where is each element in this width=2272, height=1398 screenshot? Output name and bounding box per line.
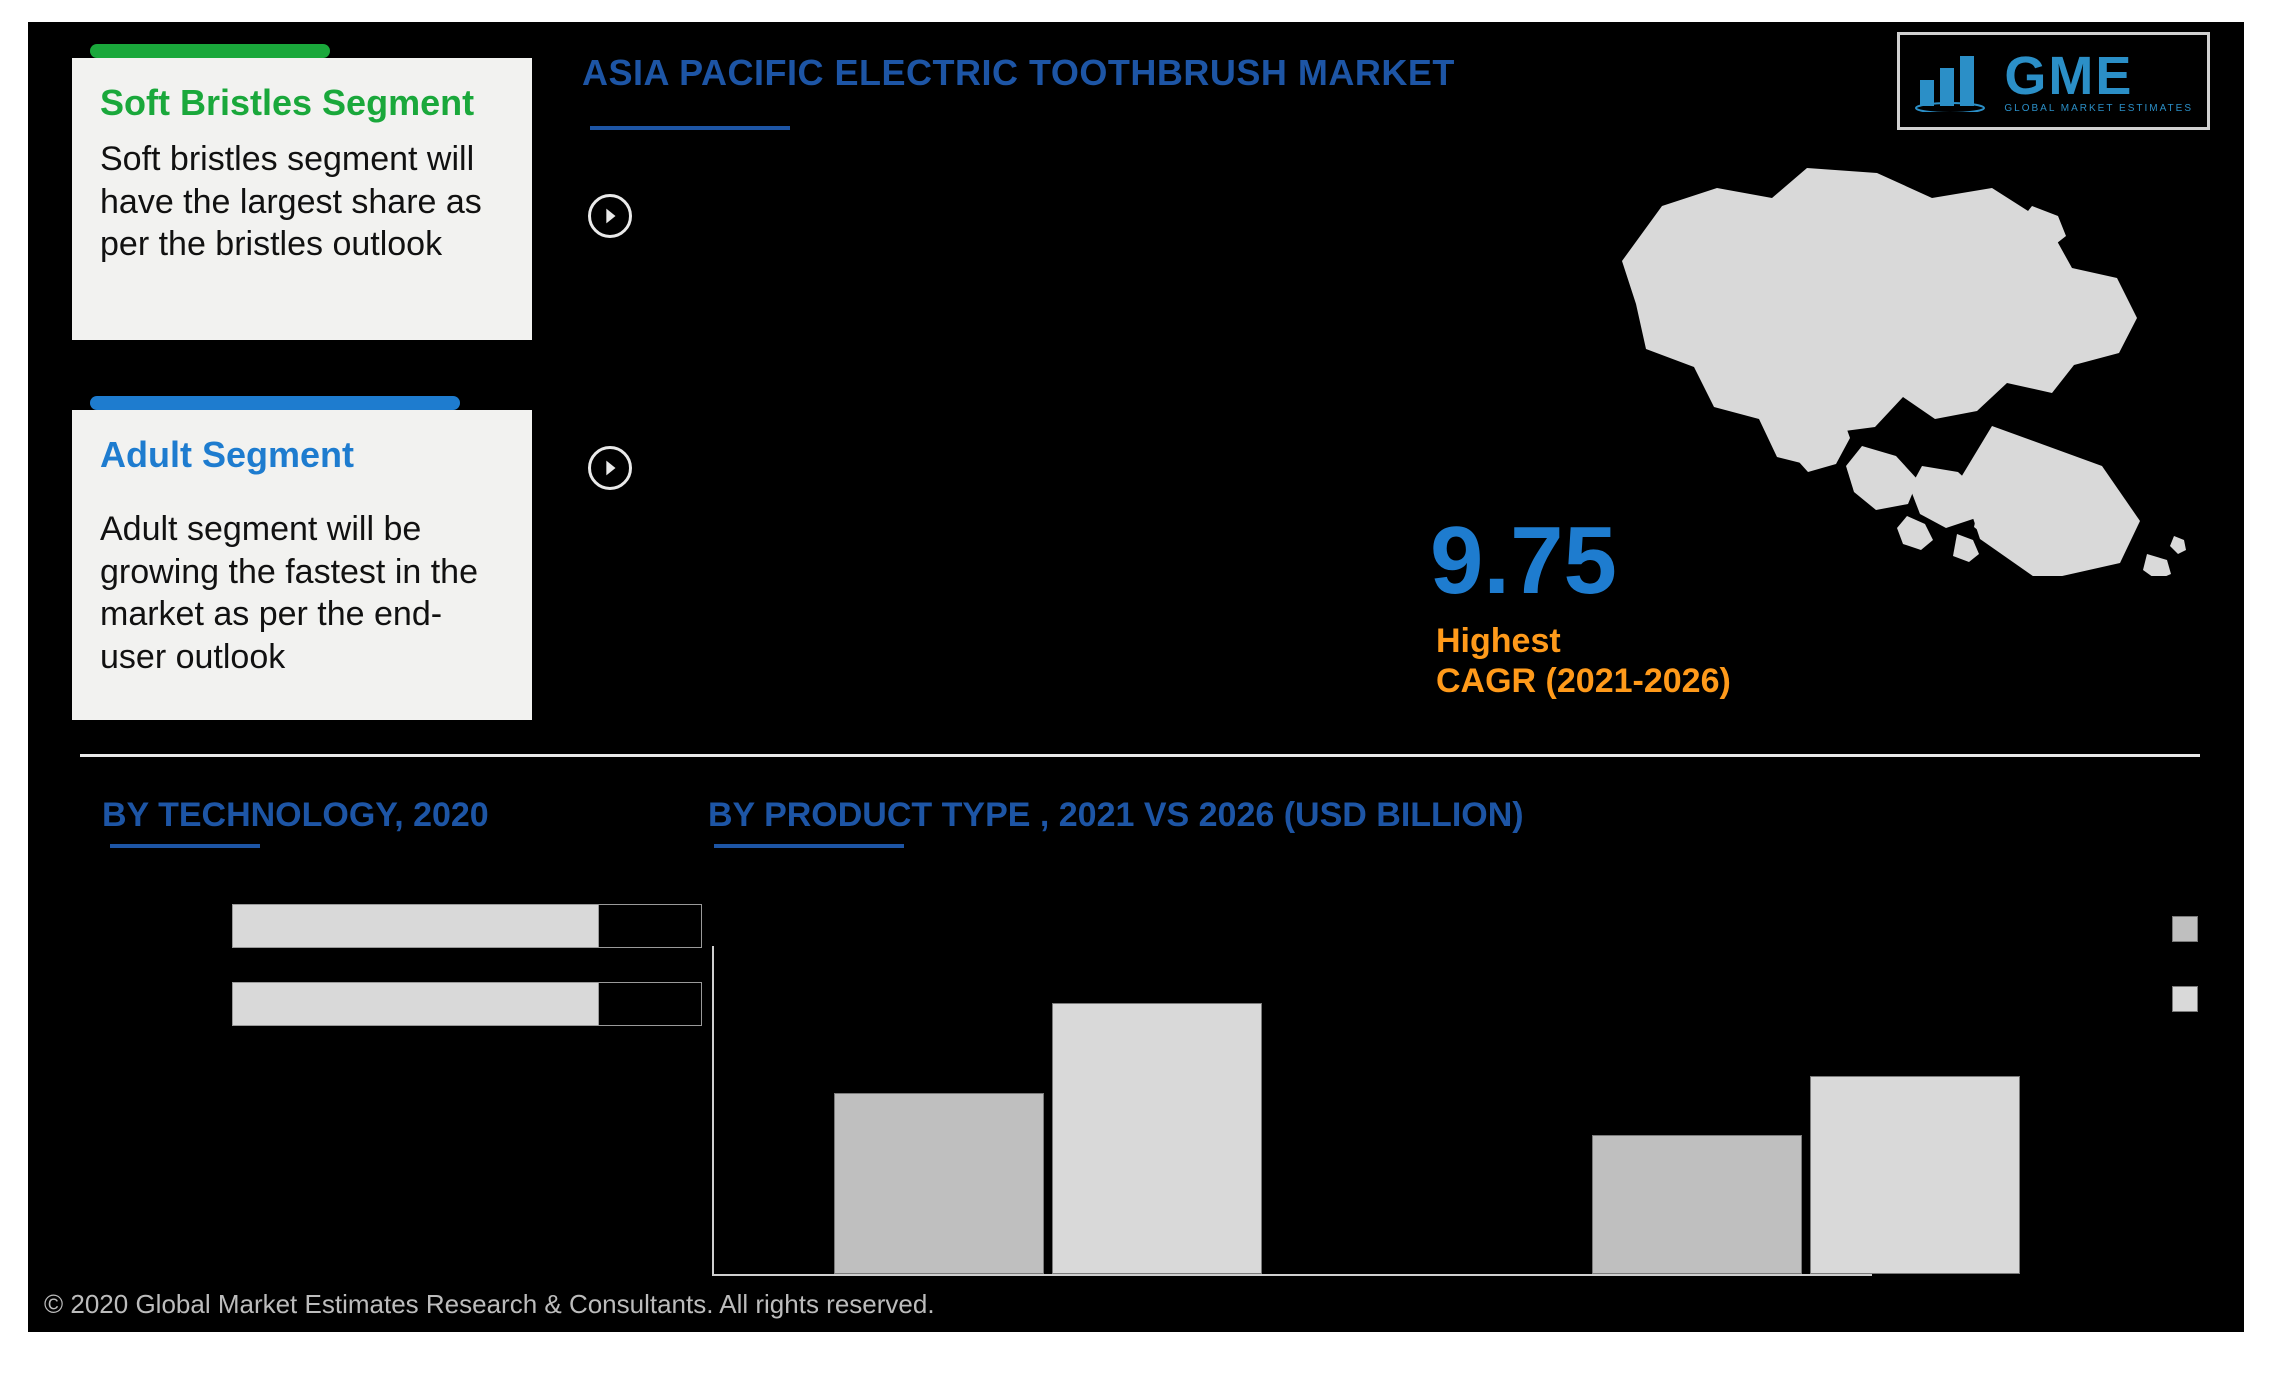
- legend-swatch: [2172, 986, 2198, 1012]
- segment2-body: Adult segment will be growing the fastes…: [100, 508, 504, 678]
- product-bar: [1052, 1003, 1262, 1274]
- brand-logo-text: GME: [2004, 49, 2193, 103]
- product-bar: [1810, 1076, 2020, 1274]
- section-heading-technology: BY TECHNOLOGY, 2020: [102, 796, 489, 835]
- brand-logo-icon: [1914, 50, 1986, 112]
- technology-bar-row: [232, 904, 702, 948]
- brand-logo-subtext: GLOBAL MARKET ESTIMATES: [2004, 103, 2193, 114]
- copyright-footer: © 2020 Global Market Estimates Research …: [44, 1289, 935, 1320]
- cagr-value: 9.75: [1430, 506, 1617, 616]
- cagr-label-2: CAGR (2021-2026): [1436, 662, 1731, 701]
- segment2-accent: [90, 396, 460, 410]
- technology-bar-row: [232, 982, 702, 1026]
- chevron-right-icon: [588, 194, 632, 238]
- chevron-right-icon: [588, 446, 632, 490]
- product-chart-axes: [712, 946, 1872, 1276]
- section-heading-product-underline: [714, 844, 904, 848]
- product-bar: [834, 1093, 1044, 1275]
- segment1-body: Soft bristles segment will have the larg…: [100, 138, 504, 266]
- cagr-label-1: Highest: [1436, 622, 1561, 661]
- infographic-frame: Soft Bristles Segment Soft bristles segm…: [28, 22, 2244, 1332]
- section-heading-product: BY PRODUCT TYPE , 2021 VS 2026 (USD BILL…: [708, 796, 1524, 835]
- segment1-title: Soft Bristles Segment: [100, 82, 504, 124]
- divider: [80, 754, 2200, 757]
- segment1-accent: [90, 44, 330, 58]
- brand-logo: GME GLOBAL MARKET ESTIMATES: [1897, 32, 2210, 130]
- page-title: ASIA PACIFIC ELECTRIC TOOTHBRUSH MARKET: [582, 52, 1455, 94]
- asia-pacific-map-icon: [1562, 146, 2202, 576]
- segment2-card: Adult Segment Adult segment will be grow…: [72, 410, 532, 720]
- section-heading-technology-underline: [110, 844, 260, 848]
- segment2-title: Adult Segment: [100, 434, 504, 476]
- page-title-underline: [590, 126, 790, 130]
- product-bar: [1592, 1135, 1802, 1274]
- segment1-card: Soft Bristles Segment Soft bristles segm…: [72, 58, 532, 340]
- legend-swatch: [2172, 916, 2198, 942]
